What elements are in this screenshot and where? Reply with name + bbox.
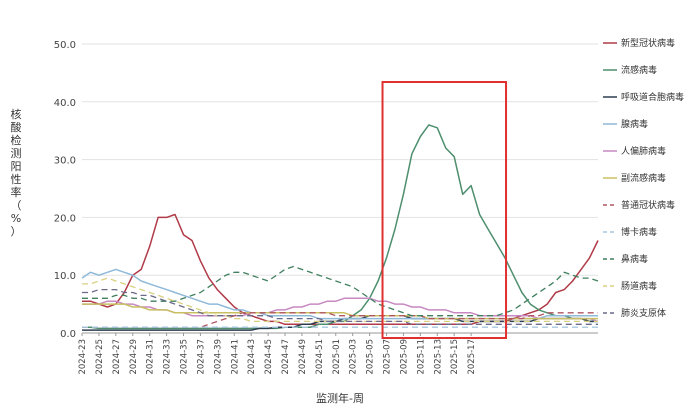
x-tick-label: 2024-23 [78, 339, 88, 375]
legend-label: 腺病毒 [621, 118, 648, 130]
y-tick-label: 30.0 [54, 156, 76, 167]
legend-label: 呼吸道合胞病毒 [621, 91, 684, 103]
highlight-box [381, 81, 508, 339]
y-axis-title-char: 率 [11, 185, 22, 199]
x-tick-label: 2024-37 [196, 339, 206, 375]
y-axis-title-char: % [11, 212, 21, 225]
series-line [82, 213, 599, 326]
legend-label: 肺炎支原体 [621, 307, 666, 319]
y-axis-title-char: （ [11, 199, 22, 212]
x-tick-label: 2024-29 [129, 339, 139, 375]
x-tick-label: 2024-31 [146, 339, 156, 375]
x-tick-labels: 2024-23 2024-25 2024-27 2024-29 2024-31 2024-… [78, 333, 477, 375]
y-tick-label: 50.0 [54, 40, 76, 51]
legend-label: 人偏肺病毒 [621, 145, 666, 157]
legend-label: 肠道病毒 [621, 280, 657, 292]
x-tick-label: 2024-49 [298, 339, 308, 375]
y-axis-title: 核酸检测阳性率（%） [11, 107, 22, 238]
x-tick-label: 2024-27 [112, 339, 122, 375]
x-tick-label: 2025-03 [349, 339, 359, 375]
y-tick-label: 0.0 [60, 329, 76, 340]
series-line [82, 124, 598, 330]
series-lines [81, 124, 599, 331]
x-tick-label: 2025-09 [399, 339, 409, 375]
x-tick-label: 2025-11 [416, 339, 426, 375]
x-tick-label: 2024-33 [163, 339, 173, 375]
x-tick-label: 2025-15 [450, 339, 460, 375]
y-axis-title-text: 核酸检测阳性率（%） [11, 107, 22, 238]
y-axis-title-char: 阳 [11, 160, 22, 173]
x-tick-label: 2024-47 [281, 339, 291, 375]
x-tick-label: 2024-25 [95, 339, 105, 375]
x-axis-title: 监测年-周 [316, 391, 364, 405]
y-axis-title-char: 测 [11, 147, 22, 160]
x-tick-label: 2024-39 [213, 339, 223, 375]
y-axis-title-char: 酸 [11, 120, 22, 134]
series-line [82, 277, 598, 323]
x-tick-label: 2025-13 [433, 339, 443, 375]
x-tick-label: 2024-51 [315, 339, 325, 375]
y-axis-title-char: ） [11, 225, 22, 238]
x-tick-label: 2025-05 [366, 339, 376, 375]
y-axis-title-char: 检 [11, 133, 22, 147]
x-tick-label: 2024-45 [264, 339, 274, 375]
legend-label: 副流感病毒 [621, 172, 666, 184]
series-line [82, 314, 598, 331]
x-tick-label: 2024-41 [230, 339, 240, 375]
x-tick-label: 2025-01 [332, 339, 342, 375]
legend-label: 博卡病毒 [621, 226, 657, 238]
y-axis-title-char: 性 [11, 172, 22, 186]
y-tick-labels: 0.0 10.0 20.0 30.0 40.0 50.0 [54, 40, 76, 340]
y-axis-title-char: 核 [11, 107, 22, 121]
y-tick-label: 40.0 [54, 98, 76, 109]
legend-label: 流感病毒 [621, 64, 657, 76]
y-tick-label: 10.0 [54, 271, 76, 282]
x-tick-label: 2025-07 [383, 339, 393, 375]
legend-label: 新型冠状病毒 [621, 37, 675, 49]
series-line [82, 265, 599, 317]
y-tick-label: 20.0 [54, 213, 76, 224]
legend-label: 普通冠状病毒 [621, 199, 675, 211]
x-tick-label: 2024-43 [247, 339, 257, 375]
series-line [82, 288, 598, 325]
x-tick-label: 2024-35 [180, 339, 190, 375]
legend-label: 鼻病毒 [621, 253, 648, 265]
x-tick-label: 2025-17 [467, 339, 477, 375]
series-line [81, 268, 598, 320]
legend: 新型冠状病毒流感病毒呼吸道合胞病毒腺病毒人偏肺病毒副流感病毒普通冠状病毒博卡病毒… [603, 37, 684, 319]
